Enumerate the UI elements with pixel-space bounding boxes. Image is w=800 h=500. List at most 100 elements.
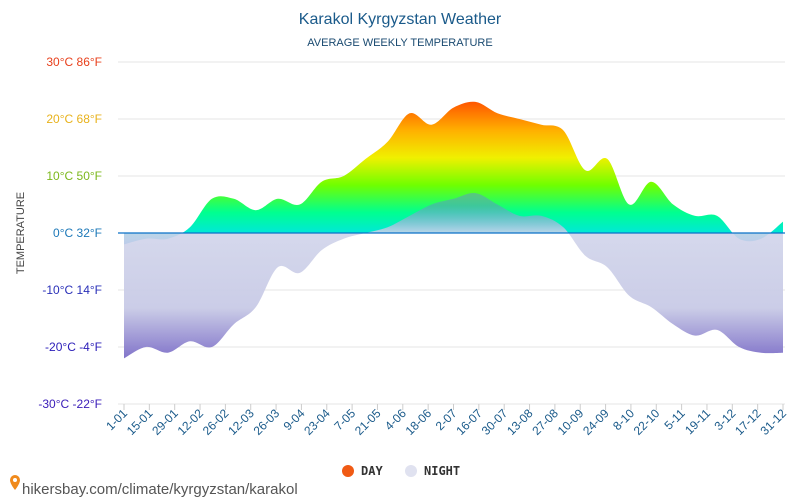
night-area-point bbox=[563, 227, 564, 228]
y-tick-label: 20°C 68°F bbox=[46, 112, 102, 126]
x-tick-label: 30-07 bbox=[479, 406, 511, 438]
x-tick-label: 26-02 bbox=[200, 406, 232, 438]
chart-title: Karakol Kyrgyzstan Weather bbox=[299, 11, 502, 28]
y-tick-label: -10°C 14°F bbox=[42, 283, 102, 297]
x-tick-label: 24-09 bbox=[580, 406, 612, 438]
night-area bbox=[124, 192, 783, 359]
map-pin-icon bbox=[10, 475, 20, 490]
night-area-point bbox=[189, 341, 190, 342]
credit-link[interactable]: hikersbay.com/climate/kyrgyzstan/karakol bbox=[22, 481, 298, 498]
day-area-point bbox=[211, 198, 212, 199]
night-area-point bbox=[760, 352, 761, 353]
x-tick-label: 10-09 bbox=[555, 406, 587, 438]
legend-day-label: DAY bbox=[361, 464, 383, 478]
night-area-point bbox=[255, 307, 256, 308]
night-area-point bbox=[497, 204, 498, 205]
night-area-point bbox=[651, 307, 652, 308]
day-area-point bbox=[233, 198, 234, 199]
night-area-point bbox=[453, 198, 454, 199]
y-tick-labels: 30°C 86°F 20°C 68°F 10°C 50°F 0°C 32°F -10°C… bbox=[38, 55, 102, 411]
day-area-point bbox=[497, 113, 498, 114]
day-area-point bbox=[343, 175, 344, 176]
x-tick-label: 31-12 bbox=[758, 406, 790, 438]
day-area-point bbox=[409, 113, 410, 114]
x-tick-label: 26-03 bbox=[251, 406, 283, 438]
x-tick-label: 22-10 bbox=[631, 406, 663, 438]
night-area-point bbox=[738, 346, 739, 347]
night-area-point bbox=[409, 215, 410, 216]
y-tick-label: 30°C 86°F bbox=[46, 55, 102, 69]
night-area-point bbox=[277, 267, 278, 268]
day-area-point bbox=[299, 204, 300, 205]
day-area bbox=[124, 101, 783, 245]
y-tick-label: -30°C -22°F bbox=[38, 397, 102, 411]
day-area-point bbox=[321, 181, 322, 182]
night-area-point bbox=[123, 358, 124, 359]
night-area-point bbox=[629, 295, 630, 296]
y-tick-label: 0°C 32°F bbox=[53, 226, 102, 240]
day-area-point bbox=[189, 227, 190, 228]
night-area-point bbox=[695, 335, 696, 336]
x-tick-label: 19-11 bbox=[682, 406, 713, 437]
x-tick-label: 12-02 bbox=[175, 406, 207, 438]
day-area-point bbox=[365, 158, 366, 159]
x-tick-label: 16-07 bbox=[453, 406, 485, 438]
night-area-point bbox=[475, 193, 476, 194]
legend: DAY NIGHT bbox=[342, 464, 460, 478]
legend-day-swatch bbox=[342, 465, 354, 477]
day-area-point bbox=[255, 210, 256, 211]
x-tick-label: 27-08 bbox=[529, 406, 561, 438]
night-area-point bbox=[321, 250, 322, 251]
night-area-point bbox=[387, 227, 388, 228]
night-area-point bbox=[519, 215, 520, 216]
x-tick-label: 23-04 bbox=[301, 406, 333, 438]
day-area-point bbox=[475, 101, 476, 102]
y-tick-label: -20°C -4°F bbox=[45, 340, 102, 354]
night-area-point bbox=[782, 352, 783, 353]
day-area-point bbox=[607, 158, 608, 159]
day-area-point bbox=[563, 130, 564, 131]
x-tick-label: 17-12 bbox=[732, 406, 764, 438]
day-area-point bbox=[519, 118, 520, 119]
night-area-point bbox=[673, 324, 674, 325]
x-tick-label: 21-05 bbox=[352, 406, 384, 438]
map-pin-dot bbox=[13, 478, 17, 482]
x-tick-label: 15-01 bbox=[124, 406, 156, 438]
night-area-point bbox=[717, 329, 718, 330]
day-area-point bbox=[673, 204, 674, 205]
day-area-point bbox=[782, 221, 783, 222]
x-tick-labels: 1-0115-0129-0112-0226-0212-0326-039-0423… bbox=[103, 404, 789, 438]
legend-night-label: NIGHT bbox=[424, 464, 460, 478]
day-area-point bbox=[453, 107, 454, 108]
night-area-point bbox=[299, 272, 300, 273]
day-area-point bbox=[695, 215, 696, 216]
night-area-point bbox=[431, 204, 432, 205]
credit[interactable]: hikersbay.com/climate/kyrgyzstan/karakol bbox=[10, 475, 298, 498]
night-area-point bbox=[585, 255, 586, 256]
day-area-point bbox=[277, 198, 278, 199]
x-tick-label: 13-08 bbox=[504, 406, 536, 438]
night-area-point bbox=[607, 267, 608, 268]
day-area-point bbox=[585, 170, 586, 171]
night-area-point bbox=[541, 215, 542, 216]
y-tick-label: 10°C 50°F bbox=[46, 169, 102, 183]
day-area-point bbox=[431, 124, 432, 125]
x-tick-label: 18-06 bbox=[403, 406, 435, 438]
night-area-point bbox=[167, 352, 168, 353]
day-area-point bbox=[629, 204, 630, 205]
plot-areas bbox=[118, 101, 785, 359]
day-area-point bbox=[651, 181, 652, 182]
day-area-point bbox=[387, 141, 388, 142]
night-area-point bbox=[343, 238, 344, 239]
chart-subtitle: AVERAGE WEEKLY TEMPERATURE bbox=[307, 37, 492, 49]
night-area-point bbox=[145, 346, 146, 347]
x-tick-label: 12-03 bbox=[225, 406, 257, 438]
night-area-point bbox=[233, 324, 234, 325]
x-tick-label: 29-01 bbox=[149, 406, 181, 438]
y-axis-title: TEMPERATURE bbox=[15, 192, 27, 274]
legend-night-swatch bbox=[405, 465, 417, 477]
day-area-point bbox=[717, 215, 718, 216]
night-area-point bbox=[211, 346, 212, 347]
day-area-point bbox=[541, 124, 542, 125]
